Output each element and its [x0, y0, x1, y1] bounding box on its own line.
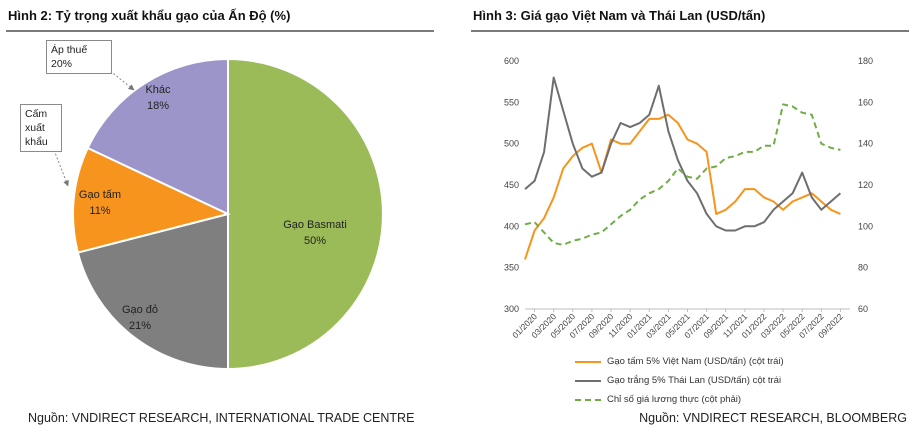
slice-broken-rice: [71, 146, 231, 254]
right-title-rule: [471, 30, 909, 32]
note-export-ban: Cấm xuất khẩu: [20, 104, 62, 152]
legend-item-vietnam: Gạo tấm 5% Việt Nam (USD/tấn) (cột trái): [575, 352, 784, 371]
series-vietnam-5pct: [524, 113, 841, 260]
y-right-tick-180: 180: [858, 56, 873, 66]
y-right-tick-140: 140: [858, 139, 873, 149]
y-right-tick-100: 100: [858, 221, 873, 231]
legend-item-thailand: Gạo trắng 5% Thái Lan (USD/tấn) cột trái: [575, 371, 784, 390]
slice-red-rice-value: 21%: [129, 320, 151, 332]
note-tax-20: Áp thuế 20%: [46, 40, 112, 74]
slice-other-value: 18%: [147, 100, 169, 112]
left-title-rule: [6, 30, 434, 32]
right-source: Nguồn: VNDIRECT RESEARCH, BLOOMBERG: [639, 411, 907, 425]
slice-basmati: [227, 57, 384, 371]
y-left-tick-450: 450: [504, 180, 519, 190]
note-tax-line-1: Áp thuế: [51, 44, 88, 56]
y-right-tick-80: 80: [858, 263, 868, 273]
left-source: Nguồn: VNDIRECT RESEARCH, INTERNATIONAL …: [28, 411, 415, 425]
legend-label-vietnam: Gạo tấm 5% Việt Nam (USD/tấn) (cột trái): [607, 356, 784, 367]
y-left-tick-600: 600: [504, 56, 519, 66]
slice-red-rice: [76, 212, 229, 371]
right-panel: Hình 3: Giá gạo Việt Nam và Thái Lan (US…: [465, 0, 915, 435]
legend: Gạo tấm 5% Việt Nam (USD/tấn) (cột trái)…: [575, 352, 784, 409]
left-panel: Hình 2: Tỷ trọng xuất khẩu gạo của Ấn Độ…: [0, 0, 440, 435]
slice-basmati-value: 50%: [304, 235, 326, 247]
legend-item-food-index: Chỉ số giá lương thực (cột phải): [575, 390, 784, 409]
legend-swatch-thailand: [575, 379, 601, 382]
y-left-tick-400: 400: [504, 221, 519, 231]
line-chart: 300 350 400 450 500 550 600 60 80 100 120 140 160 180…: [504, 56, 873, 340]
slice-other: [86, 57, 229, 216]
slice-red-rice-label: Gạo đỏ: [122, 304, 158, 316]
note-ban-arrow: [53, 149, 69, 187]
legend-swatch-food-index: [575, 398, 601, 401]
y-left-tick-500: 500: [504, 139, 519, 149]
note-tax-arrow: [103, 65, 135, 91]
y-left-tick-350: 350: [504, 263, 519, 273]
y-right-tick-120: 120: [858, 180, 873, 190]
series-food-price-index: [524, 103, 841, 246]
slice-broken-rice-value: 11%: [89, 205, 110, 217]
y-right-tick-160: 160: [858, 97, 873, 107]
y-left-tick-300: 300: [504, 304, 519, 314]
y-left-tick-550: 550: [504, 97, 519, 107]
legend-swatch-vietnam: [575, 360, 601, 363]
note-ban-line-3: khẩu: [25, 136, 48, 148]
pie-chart: Gạo Basmati 50% Gạo đỏ 21% Gạo tấm 11% Khác 18%: [53, 57, 384, 371]
legend-label-food-index: Chỉ số giá lương thực (cột phải): [607, 394, 742, 405]
note-ban-line-2: xuất: [25, 122, 45, 134]
note-ban-line-1: Cấm: [25, 108, 48, 120]
note-tax-line-2: 20%: [51, 58, 73, 70]
slice-broken-rice-label: Gạo tấm: [79, 189, 121, 201]
legend-label-thailand: Gạo trắng 5% Thái Lan (USD/tấn) cột trái: [607, 375, 782, 386]
line-chart-title: Hình 3: Giá gạo Việt Nam và Thái Lan (US…: [473, 8, 766, 23]
series-thailand-5pct: [524, 76, 842, 232]
y-right-tick-60: 60: [858, 304, 868, 314]
slice-other-label: Khác: [145, 84, 171, 96]
pie-chart-title: Hình 2: Tỷ trọng xuất khẩu gạo của Ấn Độ…: [8, 8, 291, 23]
slice-basmati-label: Gạo Basmati: [283, 219, 347, 231]
